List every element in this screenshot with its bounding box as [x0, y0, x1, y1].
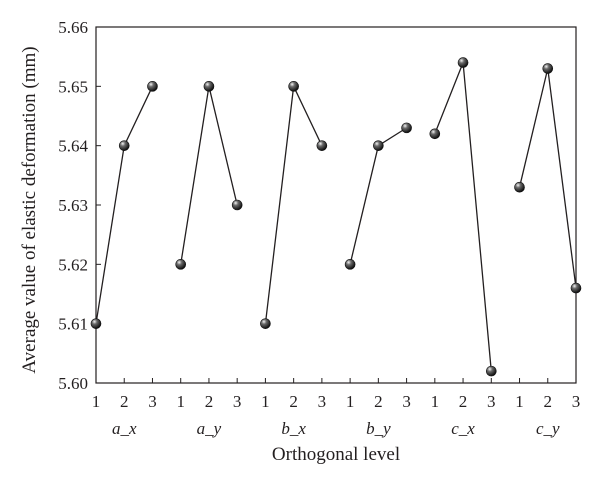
group-label: c_x [451, 419, 475, 438]
data-point [429, 128, 441, 140]
data-point [457, 57, 469, 68]
data-point [118, 140, 130, 151]
plot-layer: 5.605.615.625.635.645.655.661 2 3a_x1 2 3a_y… [58, 18, 582, 438]
x-tick-label: 2 [289, 392, 298, 411]
series-line-a_x [95, 86, 154, 324]
data-point [231, 199, 243, 211]
y-tick-label: 5.60 [58, 374, 88, 393]
series-line-a_y [180, 86, 238, 265]
x-tick-label: 2 [459, 392, 468, 411]
x-tick-label: 2 [544, 392, 553, 411]
data-point [90, 318, 102, 329]
data-point [288, 81, 299, 92]
x-tick-label: 1 [431, 392, 440, 411]
x-tick-label: 1 [346, 392, 355, 411]
x-tick-label: 2 [374, 392, 383, 411]
data-point [514, 181, 525, 193]
x-tick-label: 1 [515, 392, 524, 411]
data-point [373, 140, 384, 151]
series-line-c_y [518, 68, 577, 289]
x-tick-label: 3 [318, 392, 327, 411]
group-label: b_y [366, 419, 391, 438]
y-tick-label: 5.62 [58, 255, 88, 274]
x-tick-label: 1 [176, 392, 185, 411]
y-tick-label: 5.66 [58, 18, 88, 37]
data-point [485, 365, 497, 377]
data-point [260, 318, 271, 329]
y-tick-label: 5.63 [58, 196, 88, 215]
group-label: a_y [197, 419, 222, 438]
x-tick-label: 2 [205, 392, 214, 411]
y-tick-label: 5.65 [58, 77, 88, 96]
data-point [316, 140, 328, 151]
data-point [203, 81, 215, 92]
data-point [542, 63, 554, 74]
y-tick-label: 5.61 [58, 315, 88, 334]
x-tick-label: 3 [487, 392, 496, 411]
group-label: b_x [281, 419, 306, 438]
data-point [570, 282, 582, 294]
data-point [175, 259, 187, 270]
x-tick-label: 1 [92, 392, 101, 411]
y-tick-label: 5.64 [58, 137, 88, 156]
x-tick-label: 3 [402, 392, 411, 411]
group-label: c_y [536, 419, 560, 438]
series-line-c_x [434, 62, 492, 372]
plot-frame [95, 26, 577, 384]
x-tick-label: 3 [572, 392, 581, 411]
data-point [401, 122, 412, 134]
x-axis-title: Orthogonal level [272, 444, 400, 465]
x-tick-label: 3 [233, 392, 242, 411]
group-label: a_x [112, 419, 137, 438]
x-tick-label: 1 [261, 392, 270, 411]
x-tick-label: 3 [148, 392, 157, 411]
data-point [147, 81, 158, 92]
data-point [344, 259, 356, 270]
y-axis-title: Average value of elastic deformation (mm… [19, 46, 40, 373]
x-tick-label: 2 [120, 392, 129, 411]
series-line-b_x [264, 84, 323, 324]
